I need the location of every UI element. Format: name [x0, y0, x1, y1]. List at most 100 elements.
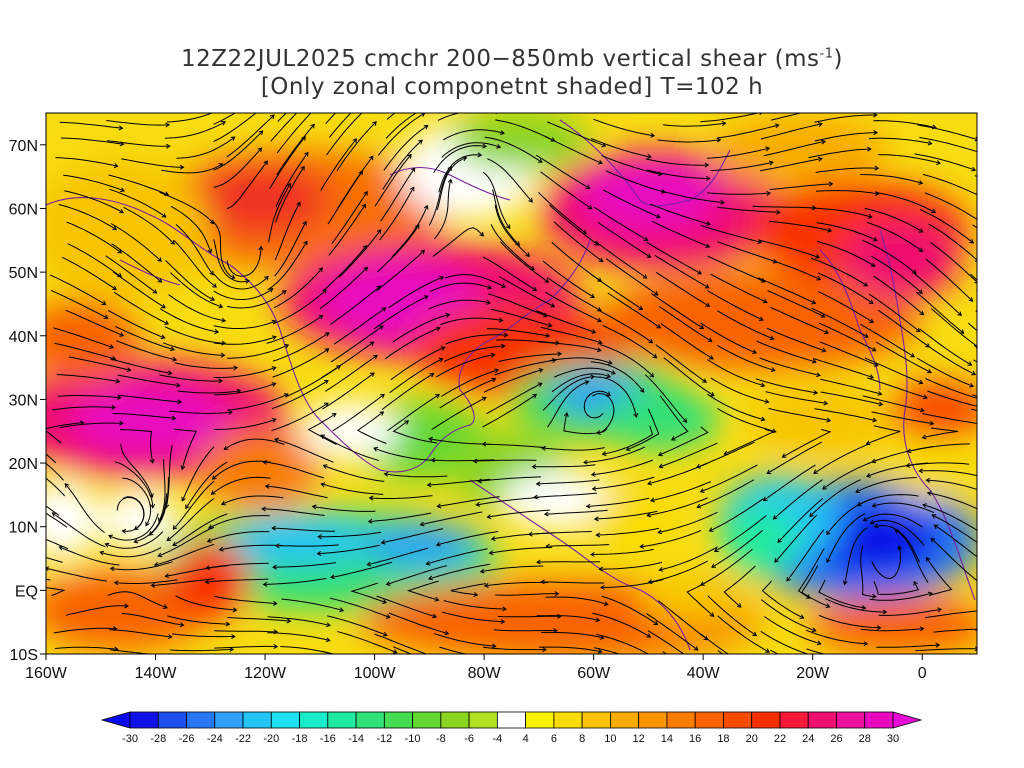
- streamline-arrowhead: [363, 266, 369, 272]
- streamline: [443, 345, 505, 362]
- streamline-arrowhead: [766, 190, 772, 196]
- streamline: [392, 420, 437, 444]
- colorbar-label: -26: [179, 733, 195, 745]
- streamline: [149, 477, 169, 536]
- streamline: [717, 206, 780, 213]
- streamline-arrowhead: [109, 344, 115, 349]
- streamline-arrowhead: [713, 547, 719, 552]
- streamline: [760, 158, 822, 172]
- streamline: [915, 648, 977, 652]
- streamline: [980, 206, 1024, 239]
- streamline-arrowhead: [772, 515, 778, 520]
- streamline: [113, 291, 169, 325]
- streamline: [172, 480, 215, 530]
- streamline-arrowhead: [119, 420, 124, 426]
- streamline-arrowhead: [869, 374, 875, 379]
- streamline: [267, 616, 331, 626]
- streamline-arrowhead: [967, 361, 973, 366]
- streamline-arrowhead: [927, 368, 932, 374]
- streamline-arrowhead: [913, 580, 918, 586]
- streamline: [536, 615, 600, 621]
- streamline-arrowhead: [170, 240, 175, 245]
- streamline: [596, 527, 659, 536]
- streamline-arrowhead: [367, 518, 373, 524]
- streamline: [700, 322, 757, 354]
- streamline-arrowhead: [232, 607, 238, 613]
- streamline-arrowhead: [205, 565, 210, 571]
- streamline: [818, 614, 881, 629]
- colorbar-label: 30: [887, 733, 899, 745]
- colorbar-label: -18: [292, 733, 308, 745]
- streamline-arrowhead: [318, 267, 323, 272]
- streamline: [226, 114, 275, 158]
- streamline: [219, 544, 283, 551]
- streamline: [106, 120, 170, 126]
- streamline-arrowhead: [646, 633, 652, 638]
- streamline: [906, 462, 970, 467]
- streamline-arrowhead: [554, 591, 560, 597]
- streamline: [487, 509, 550, 518]
- streamline: [541, 631, 604, 639]
- streamline: [437, 496, 500, 507]
- streamline-arrowhead: [770, 367, 776, 372]
- streamline-arrowhead: [126, 367, 132, 373]
- colorbar-label: -8: [436, 733, 446, 745]
- streamline: [873, 275, 924, 316]
- streamline: [601, 595, 658, 626]
- colorbar-swatch: [242, 711, 272, 729]
- streamline-arrowhead: [877, 390, 883, 396]
- colorbar-label: 10: [604, 733, 616, 745]
- streamline: [650, 481, 712, 502]
- streamline-arrowhead: [376, 285, 382, 291]
- streamline-arrowhead: [583, 459, 588, 465]
- streamline: [660, 323, 714, 360]
- streamline-arrowhead: [223, 106, 227, 110]
- streamline: [330, 285, 381, 325]
- streamline-arrowhead: [325, 637, 331, 643]
- streamline-arrowhead: [363, 190, 368, 196]
- streamline: [59, 121, 123, 129]
- streamline-arrowhead: [496, 143, 502, 149]
- streamline: [205, 578, 269, 583]
- colorbar-swatch: [723, 711, 753, 729]
- streamline: [528, 531, 592, 535]
- streamline-arrowhead: [436, 503, 442, 509]
- streamline-arrowhead: [311, 504, 317, 510]
- streamline-arrowhead: [777, 538, 782, 543]
- streamline-arrowhead: [587, 204, 593, 210]
- streamline: [482, 393, 537, 428]
- streamline-arrowhead: [164, 573, 170, 579]
- streamline-arrowhead: [317, 534, 322, 540]
- streamline: [175, 224, 214, 276]
- streamline: [596, 634, 650, 654]
- streamline-arrowhead: [273, 643, 279, 650]
- streamline: [594, 376, 637, 418]
- streamline: [645, 158, 709, 166]
- streamline-arrowhead: [646, 253, 652, 258]
- streamline-arrowhead: [440, 346, 446, 351]
- streamline: [606, 258, 659, 296]
- streamline: [275, 544, 339, 547]
- streamline: [327, 170, 363, 225]
- streamline: [659, 395, 689, 441]
- colorbar-swatch: [694, 711, 724, 729]
- streamline: [211, 476, 271, 495]
- streamline-arrowhead: [811, 627, 817, 633]
- coastlines: [46, 119, 976, 651]
- streamline-arrowhead: [475, 501, 481, 507]
- streamline: [337, 631, 397, 654]
- lat-tick-label: EQ: [15, 583, 38, 600]
- streamline: [267, 241, 308, 291]
- streamline: [594, 510, 658, 520]
- streamline: [590, 138, 652, 158]
- streamline: [973, 345, 977, 349]
- streamline: [272, 527, 336, 532]
- streamline: [123, 206, 175, 245]
- streamline-arrowhead: [274, 437, 279, 443]
- streamline: [54, 342, 116, 360]
- streamline: [809, 479, 861, 517]
- streamline: [590, 548, 654, 555]
- streamline: [387, 394, 440, 432]
- streamline: [322, 372, 375, 410]
- streamline: [46, 462, 64, 481]
